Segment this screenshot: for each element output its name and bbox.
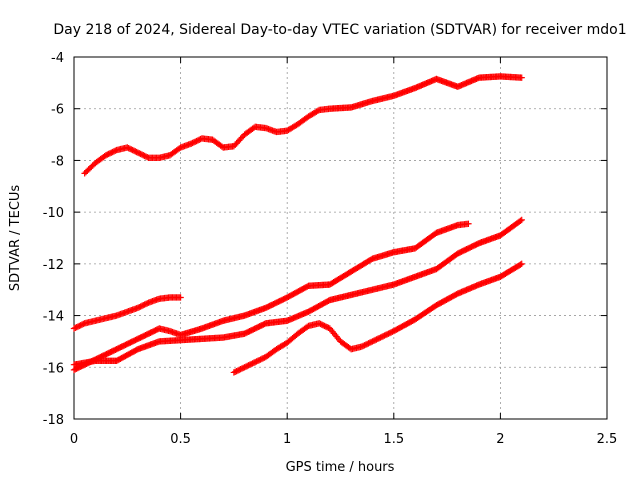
data-point [518,216,525,224]
plot-frame [73,56,608,420]
data-point [517,261,524,268]
y-tick-label: -12 [43,258,64,273]
data-point [518,74,525,81]
series-3 [70,220,472,374]
data-points [70,73,525,376]
grid [74,57,607,419]
x-tick-label: 1.5 [383,432,404,447]
x-tick-label: 2.5 [597,432,618,447]
series-2 [70,294,184,332]
x-tick-labels: 0 0.5 1 1.5 2 2.5 [70,432,617,447]
data-point [518,260,525,268]
axis-ticks [73,56,608,420]
series-5 [230,260,525,376]
data-point [517,217,524,225]
series-1 [81,73,525,177]
x-axis-label: GPS time / hours [286,460,395,475]
x-tick-label: 2 [496,432,504,447]
series-4 [70,216,525,368]
y-tick-label: -4 [51,51,64,66]
data-point [177,294,184,301]
x-tick-label: 1 [283,432,291,447]
y-tick-label: -14 [43,310,64,325]
chart-title: Day 218 of 2024, Sidereal Day-to-day VTE… [53,22,626,38]
x-tick-label: 0 [70,432,78,447]
y-tick-label: -6 [51,103,64,118]
y-axis-label: SDTVAR / TECUs [8,185,23,292]
x-tick-label: 0.5 [170,432,191,447]
y-tick-labels: -18 -16 -14 -12 -10 -8 -6 -4 [43,51,64,428]
y-tick-label: -18 [43,413,64,428]
data-point [465,220,472,227]
y-tick-label: -16 [43,361,64,376]
y-tick-label: -8 [51,154,64,169]
y-tick-label: -10 [43,206,64,221]
